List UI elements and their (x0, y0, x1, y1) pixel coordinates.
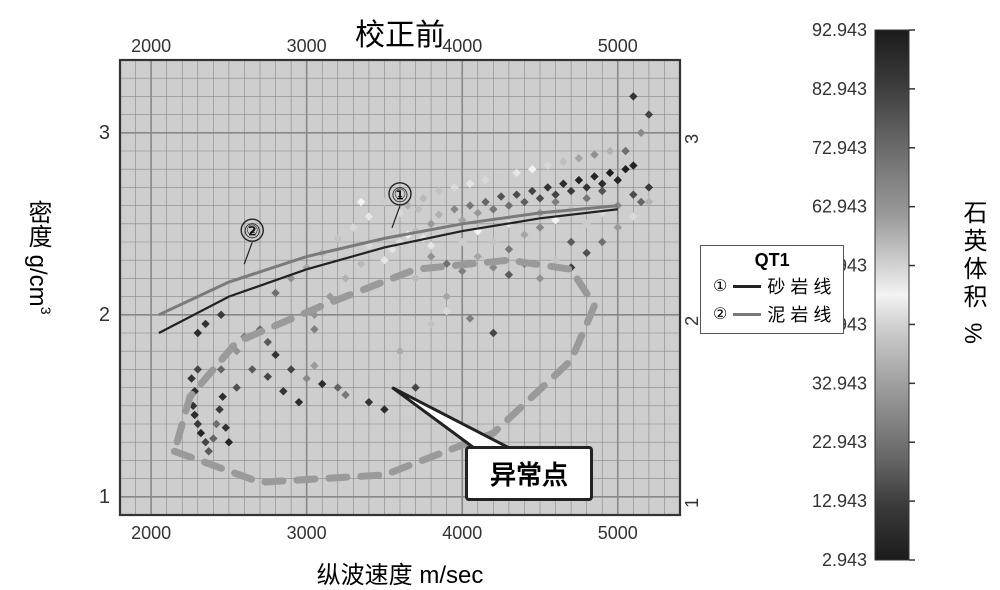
svg-text:1: 1 (682, 498, 702, 508)
svg-text:5000: 5000 (598, 36, 638, 56)
svg-text:4000: 4000 (442, 523, 482, 543)
legend-row: ①砂 岩 线 (713, 273, 831, 299)
svg-text:32.943: 32.943 (812, 373, 867, 393)
svg-text:①: ① (391, 185, 409, 207)
svg-text:3000: 3000 (287, 523, 327, 543)
svg-text:92.943: 92.943 (812, 20, 867, 40)
legend-title: QT1 (713, 250, 831, 271)
svg-text:2000: 2000 (131, 36, 171, 56)
svg-text:82.943: 82.943 (812, 79, 867, 99)
svg-text:2000: 2000 (131, 523, 171, 543)
svg-text:72.943: 72.943 (812, 138, 867, 158)
svg-text:3: 3 (682, 134, 702, 144)
svg-text:5000: 5000 (598, 523, 638, 543)
svg-text:2: 2 (682, 316, 702, 326)
svg-text:②: ② (243, 221, 261, 243)
svg-text:3000: 3000 (287, 36, 327, 56)
svg-text:62.943: 62.943 (812, 197, 867, 217)
svg-text:2.943: 2.943 (822, 550, 867, 570)
svg-text:2: 2 (99, 304, 110, 326)
anomaly-callout: 异常点 (465, 446, 593, 501)
legend-row: ②泥 岩 线 (713, 301, 831, 327)
svg-text:4000: 4000 (442, 36, 482, 56)
svg-text:1: 1 (99, 486, 110, 508)
svg-text:3: 3 (99, 122, 110, 144)
svg-text:12.943: 12.943 (812, 491, 867, 511)
legend: QT1 ①砂 岩 线②泥 岩 线 (700, 245, 844, 334)
svg-text:22.943: 22.943 (812, 432, 867, 452)
